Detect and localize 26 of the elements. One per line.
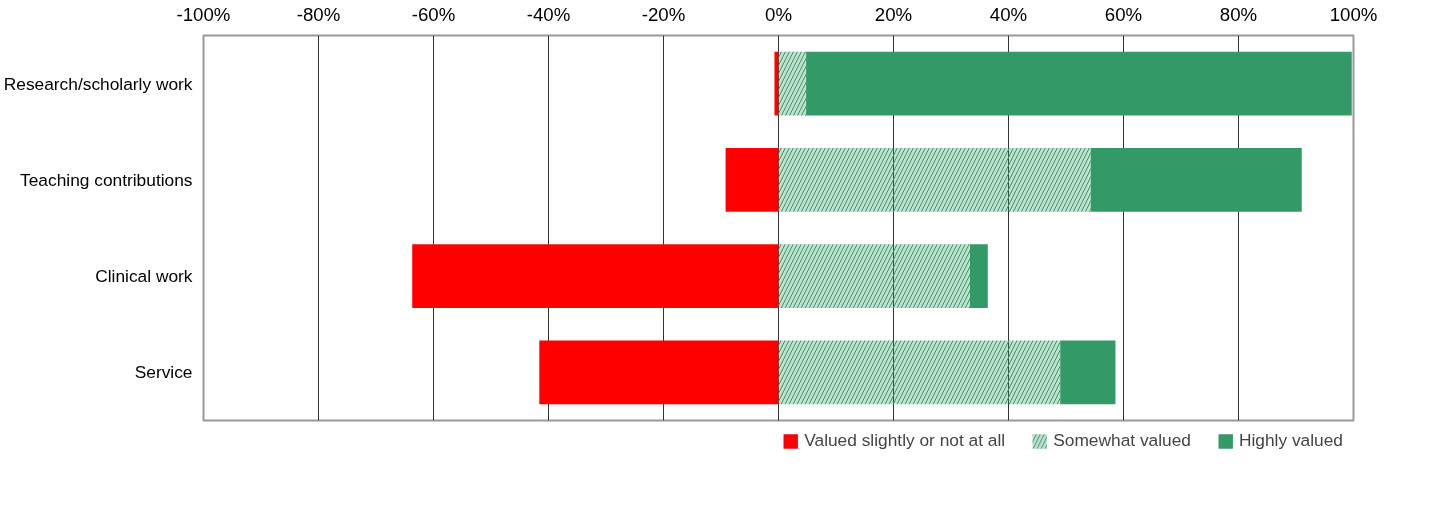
x-tick-label: 100% xyxy=(1329,3,1378,25)
x-tick-label: 80% xyxy=(1219,3,1258,25)
bar xyxy=(774,51,779,116)
bar xyxy=(969,244,988,308)
bar xyxy=(725,148,779,212)
y-tick-label: Clinical work xyxy=(95,266,193,287)
legend-label: Somewhat valued xyxy=(1053,430,1191,451)
y-tick-label: Service xyxy=(134,362,193,383)
x-tick-label: -60% xyxy=(411,3,456,25)
legend-label: Highly valued xyxy=(1238,430,1343,451)
x-tick-label: -40% xyxy=(526,3,571,25)
bar xyxy=(1060,340,1116,405)
y-tick-label: Research/scholarly work xyxy=(3,73,193,94)
bar xyxy=(1090,148,1302,212)
bar xyxy=(806,51,1352,116)
bar xyxy=(539,340,779,405)
y-tick-label: Teaching contributions xyxy=(20,169,193,190)
x-tick-label: 0% xyxy=(765,3,792,25)
x-tick-label: -80% xyxy=(296,3,341,25)
legend-label: Valued slightly or not at all xyxy=(804,430,1006,451)
bar xyxy=(412,244,779,308)
x-tick-label: 40% xyxy=(989,3,1028,25)
x-tick-label: 20% xyxy=(874,3,913,25)
x-tick-label: -20% xyxy=(641,3,686,25)
x-tick-label: -100% xyxy=(176,3,231,25)
x-tick-label: 60% xyxy=(1104,3,1143,25)
